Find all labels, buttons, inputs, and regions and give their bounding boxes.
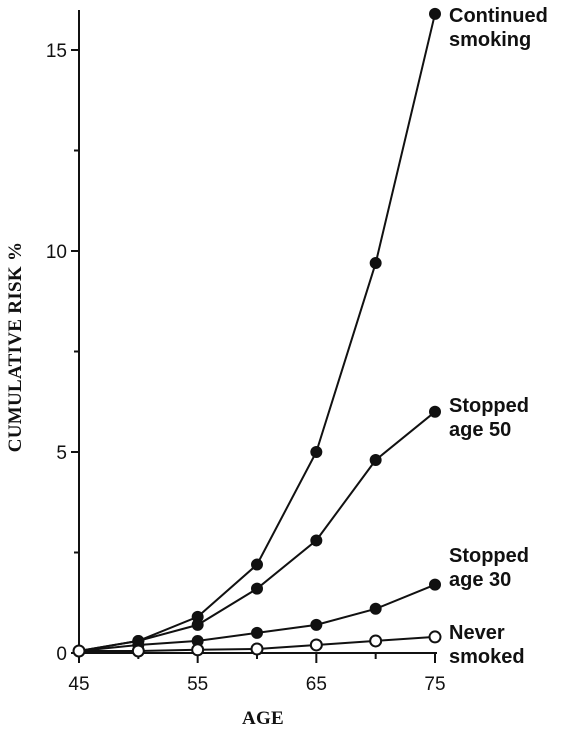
data-point-3-3 xyxy=(250,642,264,656)
data-point-2-5 xyxy=(369,602,382,615)
plot-area xyxy=(72,7,442,658)
data-point-3-0 xyxy=(72,644,86,658)
series-label-3: smoked xyxy=(449,646,525,668)
data-point-3-1 xyxy=(131,644,145,658)
data-point-2-3 xyxy=(251,626,263,639)
data-point-1-2 xyxy=(191,618,204,631)
series-label-3: Never xyxy=(449,622,505,644)
series-label-0: Continued xyxy=(449,5,548,27)
series-line-1 xyxy=(78,411,436,652)
data-point-3-2 xyxy=(191,643,205,657)
data-point-0-3 xyxy=(251,558,263,571)
y-tick-label: 5 xyxy=(56,443,67,464)
series-label-0: smoking xyxy=(449,29,531,51)
x-tick-label: 75 xyxy=(424,674,445,695)
series-line-0 xyxy=(78,13,436,652)
x-axis-title: AGE xyxy=(242,708,284,729)
data-point-3-6 xyxy=(428,630,442,644)
y-tick-label: 10 xyxy=(46,242,67,263)
y-tick-label: 0 xyxy=(56,644,67,665)
series-label-1: Stopped xyxy=(449,395,529,417)
data-point-1-4 xyxy=(310,534,323,547)
data-point-0-6 xyxy=(429,7,441,20)
x-tick-label: 55 xyxy=(187,674,208,695)
data-point-1-6 xyxy=(429,405,441,418)
data-point-1-3 xyxy=(251,582,263,595)
x-tick-label: 45 xyxy=(68,674,89,695)
data-point-2-6 xyxy=(429,578,441,591)
data-point-0-4 xyxy=(310,446,323,458)
series-label-1: age 50 xyxy=(449,419,511,441)
series-label-2: Stopped xyxy=(449,545,529,567)
data-point-3-5 xyxy=(369,634,383,648)
y-axis-title: CUMULATIVE RISK % xyxy=(5,242,26,453)
axes: 0 5 10 15 45 55 65 75 xyxy=(46,10,446,695)
data-point-0-5 xyxy=(369,257,382,270)
data-point-1-5 xyxy=(369,454,382,467)
data-point-3-4 xyxy=(309,638,323,652)
data-point-2-4 xyxy=(310,618,323,631)
y-tick-label: 15 xyxy=(46,41,67,62)
series-label-2: age 30 xyxy=(449,569,511,591)
x-tick-label: 65 xyxy=(306,674,327,695)
